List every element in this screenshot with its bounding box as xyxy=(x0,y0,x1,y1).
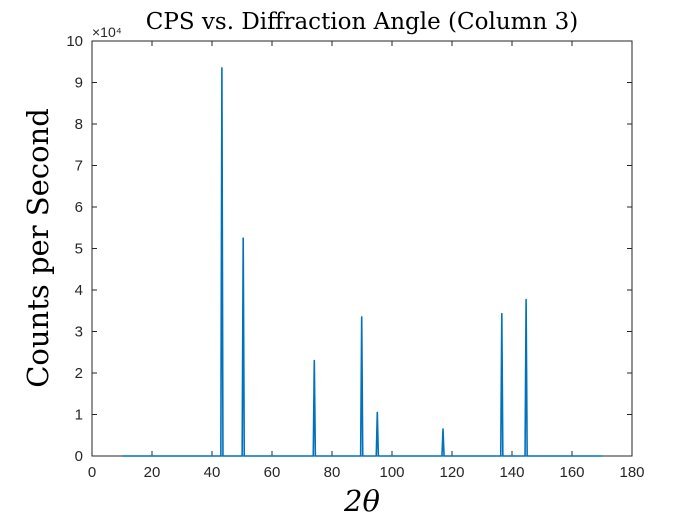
x-tick-label: 20 xyxy=(144,464,161,481)
series-line xyxy=(122,67,602,457)
y-tick-label: 6 xyxy=(75,199,83,216)
x-tick-label: 40 xyxy=(204,464,221,481)
y-tick-label: 9 xyxy=(75,75,83,92)
y-tick-label: 4 xyxy=(75,282,83,299)
y-tick-label: 7 xyxy=(75,158,83,175)
y-axis-label: Counts per Second xyxy=(21,108,55,388)
y-tick-label: 0 xyxy=(75,448,83,465)
y-exponent-label: ×10⁴ xyxy=(92,24,122,40)
x-tick-label: 180 xyxy=(619,464,644,481)
y-axis: 0 1 2 3 4 5 6 7 8 9 10 xyxy=(66,33,632,465)
x-tick-label: 0 xyxy=(88,464,96,481)
x-tick-label: 120 xyxy=(439,464,464,481)
y-tick-label: 5 xyxy=(75,241,83,258)
x-axis-label: 2θ xyxy=(343,484,380,518)
y-tick-label: 8 xyxy=(75,116,83,133)
x-tick-label: 80 xyxy=(324,464,341,481)
y-tick-label: 3 xyxy=(75,324,83,341)
x-tick-label: 160 xyxy=(559,464,584,481)
x-tick-label: 100 xyxy=(379,464,404,481)
x-axis: 0 20 40 60 80 100 120 140 160 180 xyxy=(88,41,645,481)
chart-title: CPS vs. Diffraction Angle (Column 3) xyxy=(146,9,578,35)
y-tick-label: 10 xyxy=(66,33,83,50)
y-tick-label: 2 xyxy=(75,365,83,382)
series-layer xyxy=(122,67,602,457)
x-tick-label: 140 xyxy=(499,464,524,481)
x-tick-label: 60 xyxy=(264,464,281,481)
y-tick-label: 1 xyxy=(75,407,83,424)
